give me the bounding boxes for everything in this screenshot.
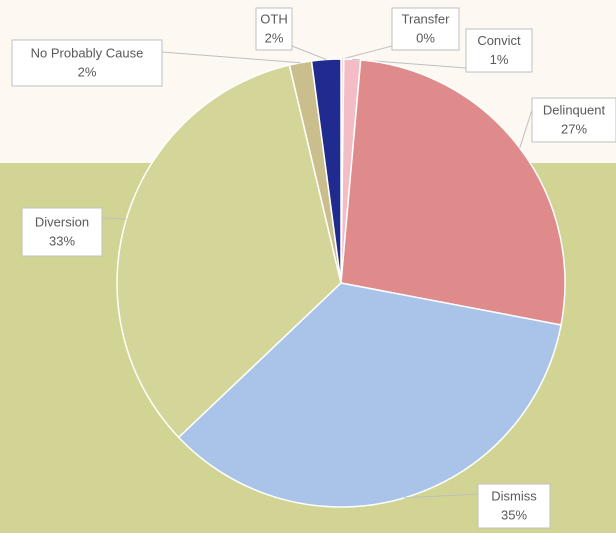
slice-label: Dismiss bbox=[491, 488, 537, 503]
slice-value-label: 0% bbox=[416, 30, 435, 45]
pie-slice bbox=[177, 282, 562, 508]
label-box bbox=[477, 483, 551, 529]
pie-slice bbox=[310, 58, 342, 284]
pie-slice bbox=[340, 59, 566, 326]
label-box bbox=[255, 7, 293, 51]
slice-label: Delinquent bbox=[543, 102, 606, 117]
slice-label: Convict bbox=[477, 33, 521, 48]
leader-line bbox=[519, 109, 533, 149]
label-box bbox=[391, 7, 460, 51]
label-box bbox=[11, 39, 163, 87]
leader-line bbox=[291, 45, 327, 60]
label-box bbox=[465, 28, 533, 73]
slice-label: Transfer bbox=[402, 11, 451, 26]
slice-label: No Probably Cause bbox=[31, 45, 144, 60]
slice-value-label: 1% bbox=[490, 52, 509, 67]
slice-label: Diversion bbox=[35, 214, 89, 229]
slice-value-label: 27% bbox=[561, 121, 587, 136]
slice-value-label: 35% bbox=[501, 507, 527, 522]
label-box bbox=[531, 97, 616, 143]
label-box bbox=[21, 207, 103, 257]
leader-line bbox=[161, 51, 301, 64]
leader-line bbox=[342, 45, 393, 60]
slice-value-label: 2% bbox=[78, 64, 97, 79]
slice-label: OTH bbox=[260, 11, 287, 26]
slice-value-label: 2% bbox=[265, 30, 284, 45]
pie-slice bbox=[116, 64, 342, 439]
leader-line bbox=[404, 493, 479, 499]
leader-line bbox=[101, 217, 127, 220]
slice-value-label: 33% bbox=[49, 233, 75, 248]
